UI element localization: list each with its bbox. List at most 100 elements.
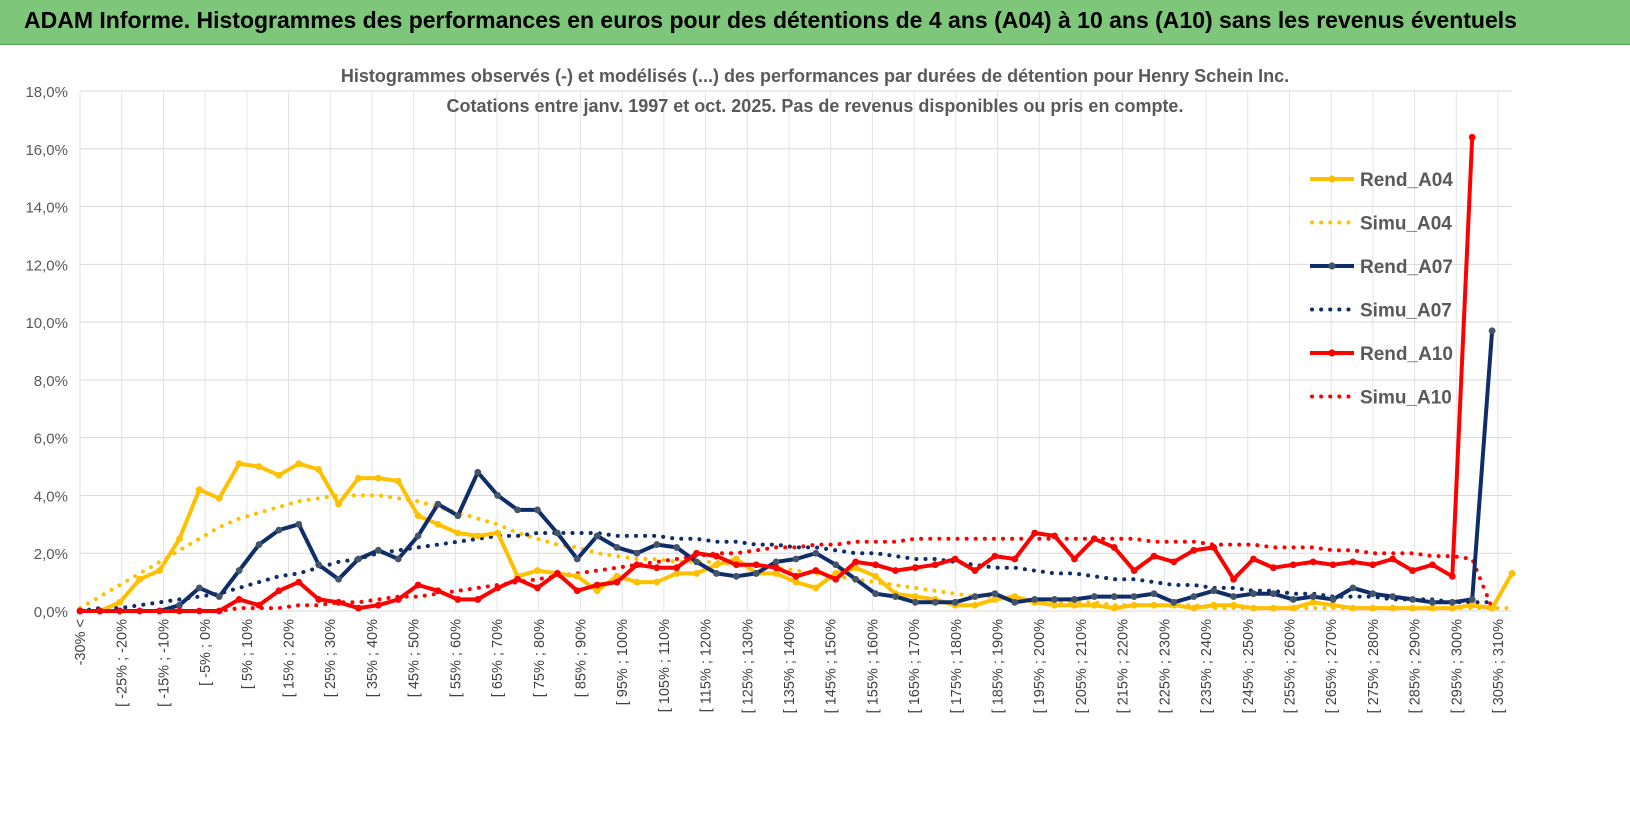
data-point-rend-a07	[394, 555, 402, 563]
data-point-rend-a07	[434, 500, 442, 508]
y-tick-label: 14,0%	[25, 200, 68, 217]
data-point-rend-a07	[653, 541, 661, 548]
data-point-rend-a04	[176, 535, 183, 543]
x-tick-label: [ 125% ; 130%	[740, 619, 756, 713]
data-point-rend-a04	[1210, 601, 1218, 609]
data-point-rend-a07	[991, 590, 999, 598]
data-point-rend-a07	[374, 546, 382, 554]
data-point-rend-a10	[1051, 532, 1058, 540]
data-point-rend-a10	[872, 561, 879, 569]
data-point-rend-a10	[1309, 558, 1317, 566]
x-tick-label: [ 245% ; 250%	[1241, 619, 1257, 713]
data-point-rend-a07	[1250, 590, 1257, 598]
data-point-rend-a10	[1409, 567, 1416, 574]
data-point-rend-a07	[772, 558, 780, 566]
data-point-rend-a07	[1468, 596, 1476, 603]
legend: Rend_A04 Simu_A04 Rend_A07 Simu_A07 Rend_A10…	[1310, 170, 1453, 409]
data-point-rend-a10	[534, 584, 541, 592]
data-point-rend-a10	[76, 607, 84, 615]
legend-label-rend-a07: Rend_A07	[1360, 257, 1453, 278]
series-line-rend-a04	[80, 461, 1514, 613]
data-point-rend-a04	[1269, 604, 1277, 612]
data-point-rend-a10	[852, 558, 860, 566]
data-point-rend-a07	[553, 529, 561, 537]
data-point-rend-a10	[931, 561, 939, 569]
data-point-rend-a10	[1289, 561, 1297, 569]
data-point-rend-a07	[1369, 590, 1377, 598]
data-point-rend-a10	[971, 567, 979, 574]
x-tick-label: [ 75% ; 80%	[532, 619, 548, 697]
x-tick-label: [ 225% ; 230%	[1157, 619, 1173, 713]
data-point-rend-a04	[1090, 601, 1098, 609]
data-point-rend-a07	[1210, 587, 1218, 595]
x-tick-label: [ 25% ; 30%	[323, 619, 339, 697]
y-tick-label: 10,0%	[25, 315, 68, 332]
data-point-rend-a07	[1110, 593, 1118, 600]
data-point-rend-a04	[335, 500, 342, 508]
data-point-rend-a07	[295, 520, 303, 528]
data-point-rend-a04	[1011, 593, 1019, 600]
data-point-rend-a04	[911, 593, 919, 600]
chart-subtitle: Cotations entre janv. 1997 et oct. 2025.…	[447, 96, 1184, 116]
data-point-rend-a04	[1349, 604, 1357, 612]
data-point-rend-a04	[414, 512, 422, 520]
legend-marker-rend-a07	[1328, 262, 1336, 270]
data-point-rend-a04	[573, 572, 581, 580]
data-point-rend-a07	[713, 570, 720, 577]
data-point-rend-a04	[812, 584, 820, 592]
x-tick-label: [ 45% ; 50%	[407, 619, 423, 697]
data-point-rend-a10	[1329, 561, 1337, 569]
data-point-rend-a10	[653, 564, 661, 572]
data-point-rend-a10	[116, 607, 124, 615]
data-point-rend-a07	[1230, 593, 1237, 600]
data-point-rend-a04	[1488, 604, 1496, 612]
data-point-rend-a10	[892, 567, 899, 574]
title-banner: ADAM Informe. Histogrammes des performan…	[0, 0, 1630, 45]
x-tick-label: [ 85% ; 90%	[573, 619, 589, 697]
data-point-rend-a04	[275, 471, 283, 479]
data-point-rend-a07	[1071, 596, 1078, 603]
data-point-rend-a10	[255, 601, 263, 609]
x-tick-label: [ -15% ; -10%	[156, 619, 172, 707]
y-axis-ticks: 0,0% 2,0% 4,0% 6,0% 8,0% 10,0% 12,0% 14,0% 16,0%…	[25, 84, 68, 621]
data-point-rend-a04	[792, 578, 800, 586]
data-point-rend-a07	[474, 468, 482, 476]
x-tick-label: [ 175% ; 180%	[949, 619, 965, 713]
data-point-rend-a04	[1130, 601, 1138, 609]
data-point-rend-a07	[832, 561, 840, 569]
series-group	[76, 133, 1516, 615]
data-point-rend-a04	[315, 466, 323, 473]
data-point-rend-a07	[673, 544, 681, 551]
data-point-rend-a04	[394, 477, 402, 485]
data-point-rend-a10	[991, 552, 999, 560]
data-point-rend-a07	[613, 544, 621, 551]
data-point-rend-a10	[374, 601, 382, 609]
data-point-rend-a04	[693, 570, 700, 577]
data-point-rend-a10	[235, 596, 243, 603]
data-point-rend-a04	[235, 460, 243, 468]
data-point-rend-a07	[1429, 598, 1436, 606]
data-point-rend-a04	[295, 460, 303, 468]
data-point-rend-a07	[792, 555, 800, 563]
x-tick-label: [ 265% ; 270%	[1324, 619, 1340, 713]
x-tick-label: [ 5% ; 10%	[240, 619, 256, 689]
chart: 0,0% 2,0% 4,0% 6,0% 8,0% 10,0% 12,0% 14,0% 16,0%…	[25, 66, 1516, 713]
x-tick-label: [ 115% ; 120%	[699, 619, 715, 712]
data-point-rend-a10	[1349, 558, 1357, 566]
data-point-rend-a07	[176, 601, 183, 609]
data-point-rend-a10	[911, 564, 919, 572]
data-point-rend-a07	[1448, 598, 1456, 606]
banner-title: ADAM Informe. Histogrammes des performan…	[24, 7, 1517, 33]
data-point-rend-a04	[732, 555, 740, 563]
data-point-rend-a07	[1349, 584, 1357, 592]
x-axis-ticks: -30% < [ -25% ; -20% [ -15% ; -10% [ -5% ; …	[73, 619, 1507, 713]
data-point-rend-a07	[1031, 596, 1039, 603]
y-tick-label: 2,0%	[34, 546, 68, 563]
data-point-rend-a10	[1230, 575, 1237, 583]
y-tick-label: 0,0%	[34, 604, 68, 621]
x-tick-label: [ 305% ; 310%	[1491, 619, 1507, 713]
data-point-rend-a07	[1409, 596, 1416, 603]
data-point-rend-a04	[971, 601, 979, 609]
data-point-rend-a07	[1051, 596, 1058, 603]
data-point-rend-a07	[195, 584, 203, 592]
